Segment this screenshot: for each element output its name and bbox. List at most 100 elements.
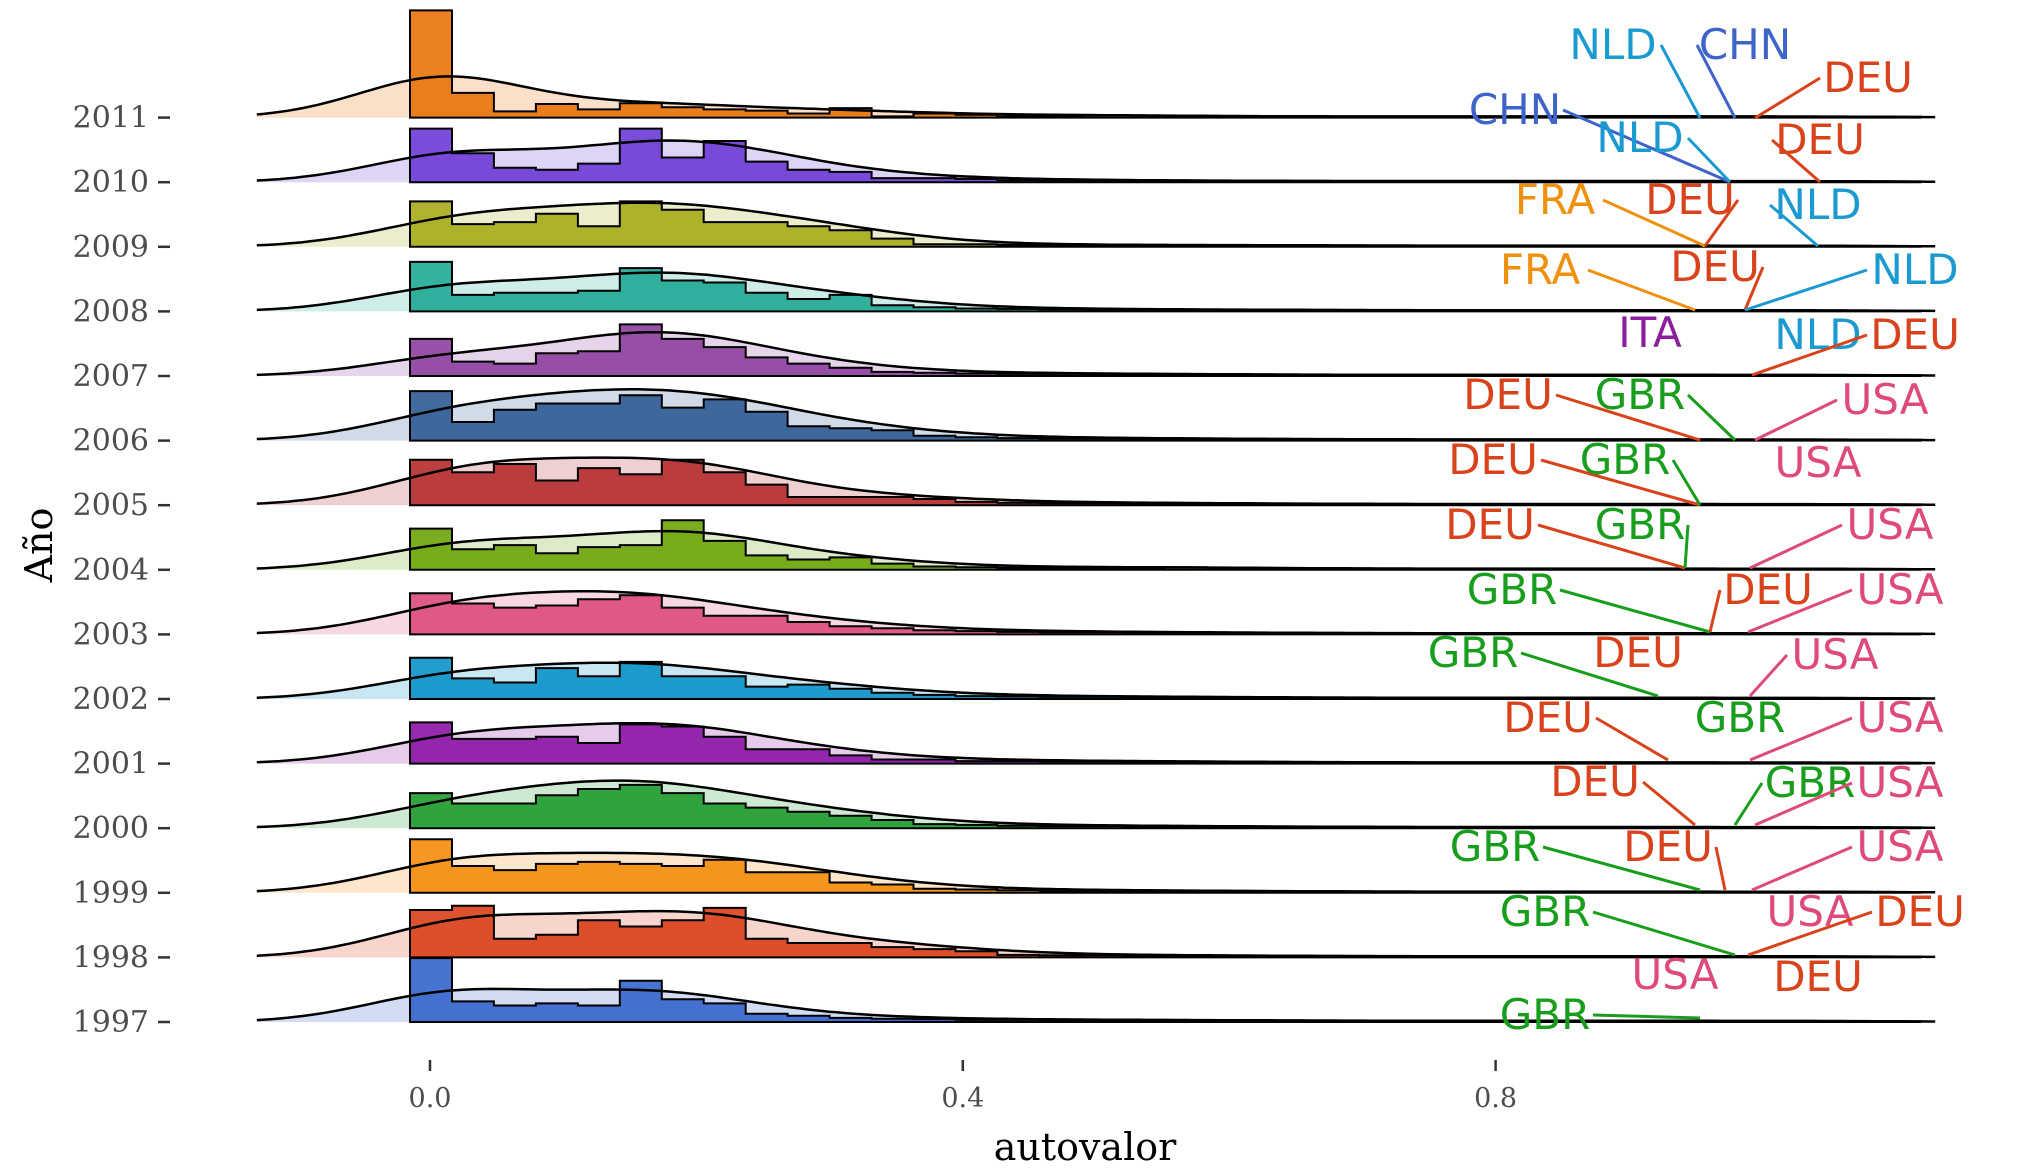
country-label-deu-2000: DEU	[1550, 757, 1640, 806]
country-label-deu-1997: DEU	[1773, 952, 1863, 1001]
country-label-deu-2002: DEU	[1593, 628, 1683, 677]
label-leader-deu-2004	[1537, 523, 1686, 570]
country-label-deu-1999: DEU	[1623, 822, 1713, 871]
country-label-fra-2008: FRA	[1500, 245, 1581, 294]
label-leader-nld-2009	[1769, 203, 1819, 248]
density-line-1998	[256, 909, 1936, 959]
country-label-usa-1999: USA	[1857, 822, 1944, 871]
label-leader-usa-2000	[1754, 781, 1853, 827]
y-tick-label-2008: 2008	[73, 294, 149, 329]
label-leader-deu-2008	[1743, 266, 1765, 311]
density-line-2003	[256, 590, 1936, 636]
label-leader-nld-2008	[1744, 268, 1868, 312]
y-axis: 1997 1998 1999 2000 2001 2002 2003 2004 2005 2006…	[73, 101, 170, 1040]
ridge-2004	[256, 519, 1936, 571]
y-tick-label-1998: 1998	[73, 940, 149, 975]
label-leader-usa-2006	[1754, 398, 1838, 442]
ridge-2002	[256, 656, 1936, 700]
y-tick-label-2006: 2006	[73, 424, 149, 459]
label-leader-gbr-2003	[1559, 588, 1711, 634]
ridge-2010	[256, 127, 1936, 184]
country-label-deu-2011: DEU	[1823, 53, 1913, 102]
ridge-2011	[256, 9, 1936, 119]
y-tick-label-2005: 2005	[73, 488, 149, 523]
density-line-2006	[256, 388, 1936, 442]
country-label-deu-2007: DEU	[1870, 310, 1960, 359]
y-tick-label-2009: 2009	[73, 230, 149, 265]
label-leader-gbr-2002	[1520, 651, 1659, 698]
country-label-usa-2001: USA	[1857, 693, 1944, 742]
label-leader-chn-2010	[1562, 108, 1731, 184]
ridge-2006	[256, 388, 1936, 442]
label-leader-deu-1999	[1714, 846, 1727, 891]
country-label-gbr-2000: GBR	[1765, 758, 1856, 807]
country-label-deu-2004: DEU	[1445, 500, 1535, 549]
country-label-usa-1998: USA	[1767, 887, 1854, 936]
label-leader-gbr-1997	[1592, 1013, 1701, 1020]
country-label-nld-2009: NLD	[1774, 180, 1861, 229]
histogram-2004	[409, 519, 1922, 571]
x-tick-label: 0.0	[409, 1083, 452, 1114]
x-axis: 0.0 0.4 0.8	[409, 1060, 1517, 1114]
y-tick-label-2004: 2004	[73, 553, 149, 588]
country-label-gbr-2001: GBR	[1695, 693, 1786, 742]
label-leader-usa-2001	[1749, 716, 1853, 762]
density-line-2010	[256, 139, 1936, 183]
country-label-nld-2010: NLD	[1596, 113, 1683, 162]
country-label-gbr-1999: GBR	[1450, 822, 1541, 871]
density-line-2000	[256, 779, 1936, 829]
country-label-ita-2007: ITA	[1618, 308, 1682, 357]
label-leader-deu-2001	[1595, 716, 1669, 762]
country-label-usa-2003: USA	[1857, 565, 1944, 614]
density-line-2002	[256, 661, 1936, 700]
country-label-deu-2008: DEU	[1670, 242, 1760, 291]
label-leader-usa-1999	[1751, 845, 1853, 892]
ridge-2003	[256, 590, 1936, 636]
label-leader-deu-2000	[1642, 780, 1696, 827]
label-leader-usa-2003	[1747, 588, 1853, 634]
density-line-2011	[256, 75, 1936, 119]
density-line-1999	[256, 851, 1936, 894]
country-label-gbr-2003: GBR	[1467, 565, 1558, 614]
density-line-1997	[256, 987, 1936, 1023]
label-leader-deu-2009	[1703, 199, 1740, 247]
density-line-2001	[256, 721, 1936, 765]
country-label-usa-2002: USA	[1792, 630, 1879, 679]
label-leader-nld-2011	[1659, 44, 1702, 119]
label-leader-usa-2004	[1749, 523, 1843, 570]
ridge-2000	[256, 779, 1936, 830]
country-label-deu-2009: DEU	[1645, 175, 1735, 224]
country-label-chn-2011: CHN	[1699, 20, 1791, 69]
density-line-2007	[256, 330, 1936, 377]
label-leader-deu-1998	[1747, 910, 1873, 957]
y-tick-label-2007: 2007	[73, 359, 149, 394]
histogram-2006	[409, 390, 1922, 442]
country-label-gbr-1998: GBR	[1500, 887, 1591, 936]
country-label-gbr-2002: GBR	[1428, 628, 1519, 677]
label-leader-gbr-1999	[1542, 845, 1701, 892]
label-leader-gbr-2004	[1683, 524, 1690, 569]
ridge-1997	[256, 957, 1936, 1023]
country-label-usa-2005: USA	[1775, 438, 1862, 487]
ridge-2007	[256, 323, 1936, 377]
y-axis-title: Año	[17, 508, 61, 584]
label-leader-deu-2005	[1540, 458, 1701, 507]
y-tick-label-2000: 2000	[73, 811, 149, 846]
country-label-deu-2003: DEU	[1723, 565, 1813, 614]
ridge-1999	[256, 838, 1936, 894]
density-line-2009	[256, 201, 1936, 248]
label-leader-deu-2003	[1708, 589, 1722, 633]
country-label-usa-2006: USA	[1842, 375, 1929, 424]
country-label-gbr-2004: GBR	[1595, 500, 1686, 549]
country-label-chn-2010: CHN	[1469, 85, 1561, 134]
ridges-layer	[256, 9, 1936, 1023]
ridge-1998	[256, 904, 1936, 959]
y-tick-label-2011: 2011	[73, 101, 149, 136]
label-leader-gbr-2005	[1671, 459, 1702, 506]
y-tick-label-2003: 2003	[73, 617, 149, 652]
label-leader-nld-2010	[1686, 136, 1732, 184]
ridge-2005	[256, 456, 1936, 507]
label-leader-deu-2010	[1771, 138, 1821, 184]
